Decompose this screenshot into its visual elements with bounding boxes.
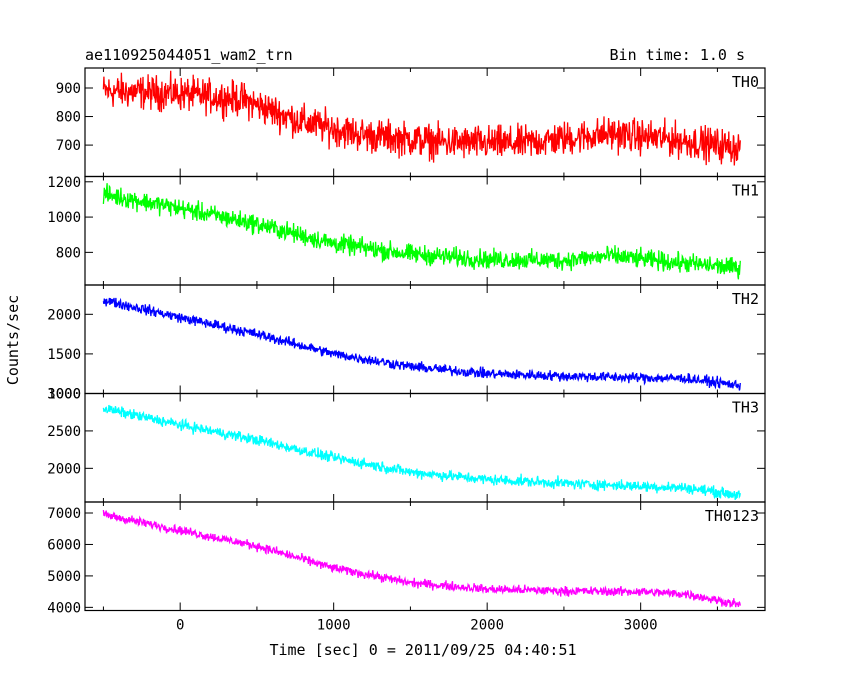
x-tick-label: 2000	[470, 618, 504, 634]
series-line-th0	[102, 70, 741, 166]
series-line-th3	[102, 404, 741, 501]
y-tick-label: 3000	[47, 387, 81, 403]
x-tick-label: 1000	[317, 618, 351, 634]
panels-group: 700 800 900 TH0 800 1000 1200 TH1 1000 1500 2000 TH…	[47, 67, 766, 634]
y-tick-label: 1000	[47, 210, 81, 226]
chart-title: ae110925044051_wam2_trn	[85, 46, 293, 64]
panel-label-th0: TH0	[732, 73, 759, 91]
y-tick-label: 6000	[47, 537, 81, 553]
y-tick-label: 800	[56, 110, 81, 126]
y-tick-label: 1200	[47, 175, 81, 191]
panel-label-th0123: TH0123	[705, 507, 759, 525]
y-tick-label: 4000	[47, 600, 81, 616]
x-tick-label: 3000	[624, 618, 658, 634]
panel-frame	[84, 392, 766, 503]
series-line-th0123	[102, 510, 741, 608]
series-line-th1	[102, 183, 741, 280]
y-axis-label: Counts/sec	[4, 295, 22, 385]
panel-label-th2: TH2	[732, 290, 759, 308]
y-tick-label: 900	[56, 81, 81, 97]
y-tick-label: 1000	[47, 387, 81, 403]
panel-frame	[84, 501, 766, 612]
y-tick-label: 800	[56, 245, 81, 261]
y-tick-label: 2500	[47, 424, 81, 440]
y-tick-label: 2000	[47, 307, 81, 323]
y-tick-label: 1500	[47, 347, 81, 363]
chart-subtitle: Bin time: 1.0 s	[610, 46, 745, 64]
panel-label-th3: TH3	[732, 399, 759, 417]
panel-label-th1: TH1	[732, 182, 759, 200]
series-line-th2	[102, 297, 741, 391]
y-tick-label: 700	[56, 138, 81, 154]
panel-frame	[84, 284, 766, 395]
y-tick-label: 5000	[47, 569, 81, 585]
x-axis-label: Time [sec] 0 = 2011/09/25 04:40:51	[269, 641, 576, 659]
y-tick-label: 7000	[47, 506, 81, 522]
x-tick-label: 0	[176, 618, 184, 634]
y-tick-label: 2000	[47, 461, 81, 477]
